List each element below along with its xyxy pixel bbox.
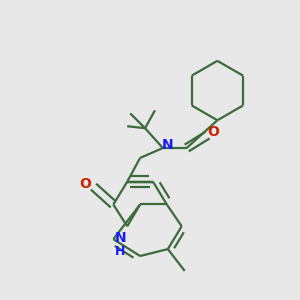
Text: N: N xyxy=(115,231,126,245)
Text: O: O xyxy=(208,125,219,139)
Text: O: O xyxy=(80,177,92,191)
Text: N: N xyxy=(162,138,174,152)
Text: H: H xyxy=(115,244,125,258)
